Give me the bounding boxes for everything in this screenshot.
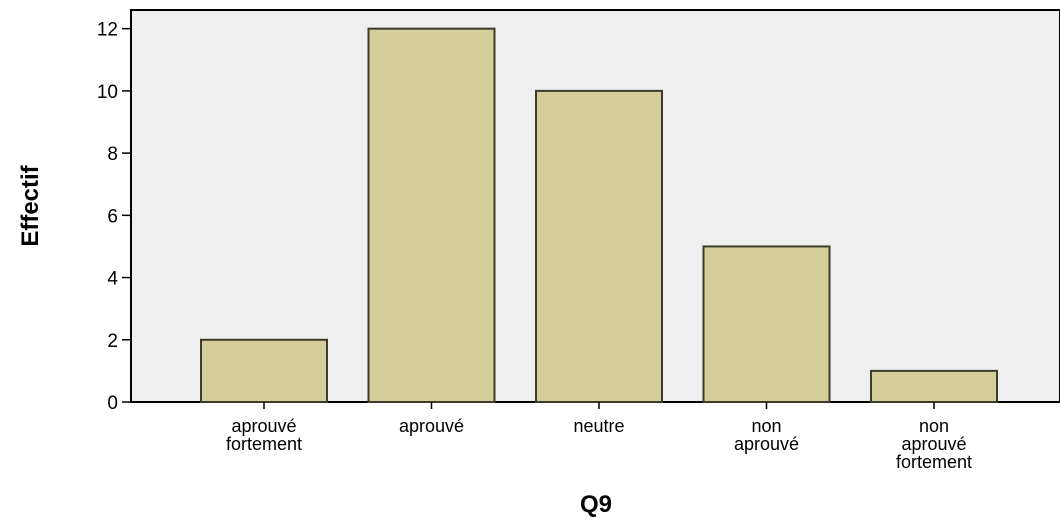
x-axis-title: Q9: [580, 491, 612, 518]
x-category-label-3: non aprouvé: [734, 416, 799, 454]
x-category-label-4: non aprouvé fortement: [896, 416, 972, 472]
bar-3: [702, 245, 831, 403]
bar-1: [367, 27, 496, 404]
bar-0: [200, 338, 328, 403]
y-axis-title: Effectif: [17, 164, 44, 246]
x-category-label-1: aprouvé: [399, 416, 464, 436]
x-category-label-2: neutre: [573, 416, 624, 436]
y-tick-label-1: 2: [107, 331, 118, 352]
y-tick-label-0: 0: [107, 393, 118, 414]
bar-4: [870, 369, 998, 403]
bar-2: [535, 89, 663, 403]
y-tick-label-3: 6: [107, 206, 118, 227]
y-tick-label-6: 12: [97, 20, 118, 41]
y-tick-label-4: 8: [107, 144, 118, 165]
y-tick-label-5: 10: [97, 82, 118, 103]
y-tick-label-2: 4: [107, 269, 118, 290]
x-category-label-0: aprouvé fortement: [226, 416, 302, 454]
